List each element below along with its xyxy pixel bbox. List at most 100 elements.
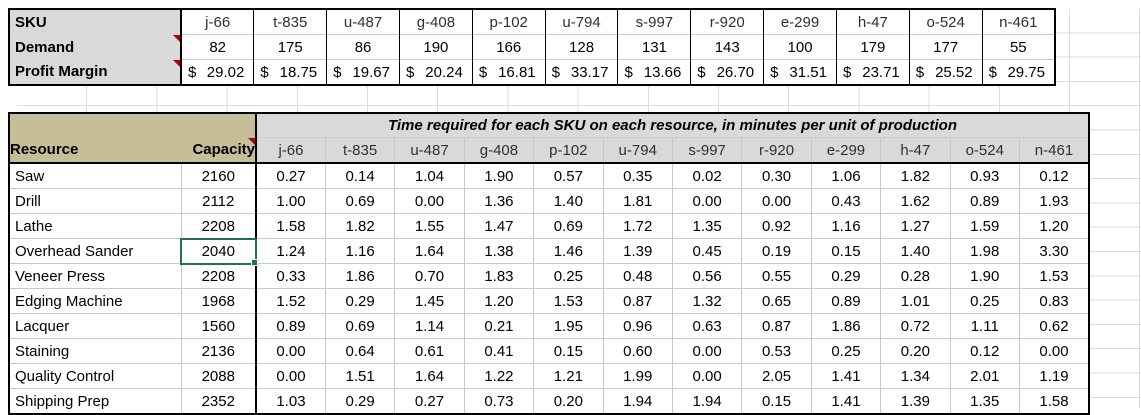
demand-cell[interactable]: 82 (180, 34, 254, 60)
time-cell[interactable]: 0.14 (324, 163, 395, 189)
time-cell[interactable]: 0.27 (394, 388, 465, 414)
time-cell[interactable]: 0.87 (741, 313, 812, 339)
resource-name-cell[interactable]: Veneer Press (9, 263, 181, 289)
time-cell[interactable]: 0.12 (1018, 163, 1089, 189)
time-cell[interactable]: 1.36 (463, 188, 534, 214)
time-cell[interactable]: 0.45 (671, 238, 742, 264)
time-cell[interactable]: 3.30 (1018, 238, 1089, 264)
time-cell[interactable]: 1.94 (671, 388, 742, 414)
profit-cell[interactable]: $29.75 (981, 59, 1055, 85)
time-cell[interactable]: 0.96 (602, 313, 673, 339)
time-cell[interactable]: 1.39 (602, 238, 673, 264)
time-cell[interactable]: 2.05 (741, 363, 812, 389)
time-cell[interactable]: 0.93 (949, 163, 1020, 189)
time-cell[interactable]: 1.03 (255, 388, 326, 414)
capacity-cell[interactable]: 2208 (180, 263, 257, 289)
time-cell[interactable]: 0.89 (810, 288, 881, 314)
time-cell[interactable]: 1.14 (394, 313, 465, 339)
time-cell[interactable]: 0.62 (1018, 313, 1089, 339)
capacity-header-cell[interactable]: Capacity (181, 137, 257, 164)
profit-cell[interactable]: $18.75 (253, 59, 327, 85)
time-cell[interactable]: 1.64 (394, 363, 465, 389)
sku-header-cell[interactable]: h-47 (835, 9, 910, 35)
sku-column-header-cell[interactable]: h-47 (880, 137, 951, 164)
time-cell[interactable]: 1.32 (671, 288, 742, 314)
sku-column-header-cell[interactable]: e-299 (810, 137, 881, 164)
time-cell[interactable]: 0.35 (602, 163, 673, 189)
sku-label-cell[interactable]: SKU (9, 9, 181, 35)
time-cell[interactable]: 0.65 (741, 288, 812, 314)
time-cell[interactable]: 1.34 (880, 363, 951, 389)
time-cell[interactable]: 0.00 (255, 338, 326, 364)
time-cell[interactable]: 1.53 (533, 288, 604, 314)
sku-header-cell[interactable]: e-299 (763, 9, 837, 35)
time-cell[interactable]: 0.30 (741, 163, 812, 189)
profit-cell[interactable]: $19.67 (326, 59, 400, 85)
resource-name-cell[interactable]: Quality Control (9, 363, 181, 389)
time-cell[interactable]: 0.15 (810, 238, 881, 264)
time-cell[interactable]: 0.25 (533, 263, 604, 289)
capacity-cell[interactable]: 2112 (180, 188, 257, 214)
time-cell[interactable]: 0.41 (463, 338, 534, 364)
time-cell[interactable]: 1.59 (949, 213, 1020, 239)
time-cell[interactable]: 1.83 (463, 263, 534, 289)
time-cell[interactable]: 2.01 (949, 363, 1020, 389)
time-cell[interactable]: 0.60 (602, 338, 673, 364)
demand-cell[interactable]: 86 (326, 34, 400, 60)
time-cell[interactable]: 1.51 (324, 363, 395, 389)
time-cell[interactable]: 0.48 (602, 263, 673, 289)
profit-cell[interactable]: $16.81 (471, 59, 546, 85)
resource-name-cell[interactable]: Overhead Sander (9, 238, 181, 264)
resource-name-cell[interactable]: Staining (9, 338, 181, 364)
time-cell[interactable]: 0.20 (533, 388, 604, 414)
time-cell[interactable]: 1.94 (602, 388, 673, 414)
time-cell[interactable]: 0.70 (394, 263, 465, 289)
sku-header-cell[interactable]: j-66 (180, 9, 254, 35)
time-cell[interactable]: 1.04 (394, 163, 465, 189)
time-cell[interactable]: 1.86 (810, 313, 881, 339)
time-cell[interactable]: 0.00 (671, 363, 742, 389)
time-cell[interactable]: 0.89 (255, 313, 326, 339)
profit-cell[interactable]: $33.17 (544, 59, 618, 85)
resource-name-cell[interactable]: Shipping Prep (9, 388, 181, 414)
time-cell[interactable]: 1.45 (394, 288, 465, 314)
sku-header-cell[interactable]: u-487 (326, 9, 400, 35)
demand-cell[interactable]: 131 (617, 34, 691, 60)
time-cell[interactable]: 1.90 (949, 263, 1020, 289)
demand-cell[interactable]: 179 (835, 34, 910, 60)
time-cell[interactable]: 1.06 (810, 163, 881, 189)
sku-column-header-cell[interactable]: p-102 (533, 137, 604, 164)
time-cell[interactable]: 0.53 (741, 338, 812, 364)
time-cell[interactable]: 0.69 (324, 313, 395, 339)
selected-cell[interactable]: 2040 (180, 237, 258, 266)
sku-header-cell[interactable]: u-794 (544, 9, 618, 35)
sku-column-header-cell[interactable]: s-997 (671, 137, 742, 164)
time-cell[interactable]: 0.63 (671, 313, 742, 339)
resource-header-block[interactable] (9, 113, 257, 138)
time-cell[interactable]: 1.19 (1018, 363, 1089, 389)
sku-column-header-cell[interactable]: j-66 (254, 137, 326, 164)
time-cell[interactable]: 0.27 (255, 163, 326, 189)
time-cell[interactable]: 0.43 (810, 188, 881, 214)
time-cell[interactable]: 1.40 (533, 188, 604, 214)
time-cell[interactable]: 0.69 (533, 213, 604, 239)
time-cell[interactable]: 0.55 (741, 263, 812, 289)
time-cell[interactable]: 1.00 (255, 188, 326, 214)
time-cell[interactable]: 0.29 (324, 288, 395, 314)
time-cell[interactable]: 0.12 (949, 338, 1020, 364)
time-cell[interactable]: 1.40 (880, 238, 951, 264)
time-cell[interactable]: 0.29 (324, 388, 395, 414)
profit-label-cell[interactable]: Profit Margin (9, 59, 181, 85)
time-cell[interactable]: 0.00 (394, 188, 465, 214)
demand-cell[interactable]: 166 (471, 34, 546, 60)
time-cell[interactable]: 0.64 (324, 338, 395, 364)
time-cell[interactable]: 1.35 (949, 388, 1020, 414)
time-cell[interactable]: 0.19 (741, 238, 812, 264)
sku-column-header-cell[interactable]: n-461 (1018, 137, 1089, 164)
sku-header-cell[interactable]: o-524 (908, 9, 983, 35)
time-cell[interactable]: 0.33 (255, 263, 326, 289)
sku-column-header-cell[interactable]: r-920 (741, 137, 812, 164)
time-cell[interactable]: 1.46 (533, 238, 604, 264)
time-cell[interactable]: 0.25 (810, 338, 881, 364)
capacity-cell[interactable]: 2208 (180, 213, 257, 239)
